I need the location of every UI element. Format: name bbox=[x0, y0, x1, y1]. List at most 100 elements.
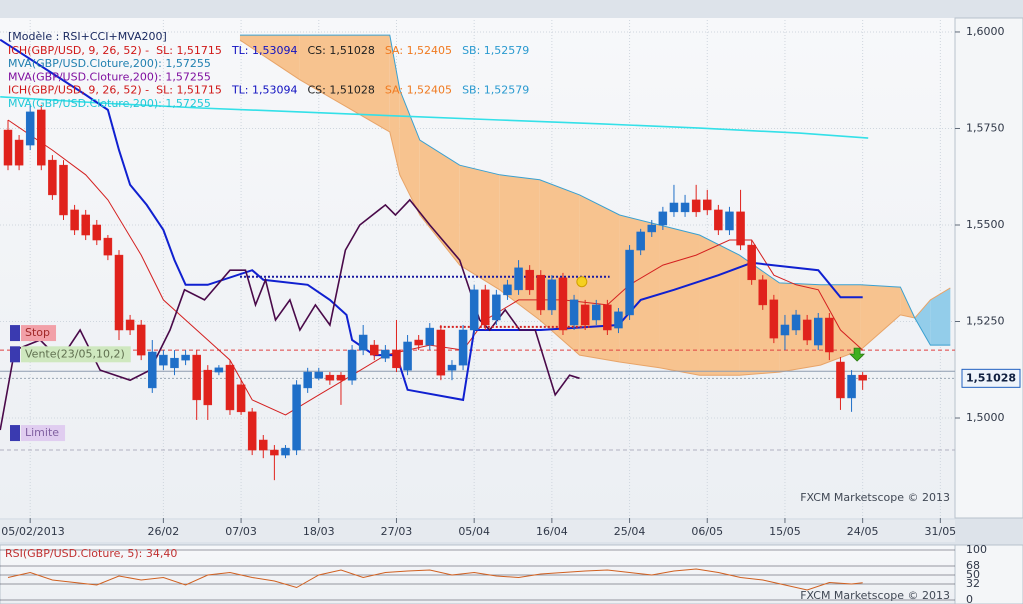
level-label: Limite bbox=[25, 426, 59, 439]
candle-body bbox=[691, 199, 701, 213]
legend-entry: CS: 1,51028 bbox=[307, 84, 374, 97]
candle-body bbox=[14, 139, 24, 166]
rsi-tick-label: 68 bbox=[966, 559, 980, 572]
x-tick-label: 24/05 bbox=[847, 525, 879, 538]
candle-body bbox=[747, 244, 756, 281]
candle-body bbox=[525, 269, 534, 291]
date-axis-panel bbox=[0, 520, 955, 542]
legend-entry: TL: 1,53094 bbox=[231, 44, 298, 57]
legend-entry: MVA(GBP/USD.Cloture,200): 1,57255 bbox=[8, 57, 211, 70]
candle-body bbox=[814, 317, 823, 346]
candle-body bbox=[802, 319, 812, 341]
cloud-segment bbox=[389, 35, 400, 175]
candle-body bbox=[703, 199, 712, 211]
rsi-tick-label: 50 bbox=[966, 568, 980, 581]
candle-body bbox=[458, 329, 468, 366]
x-tick-label: 07/03 bbox=[225, 525, 257, 538]
indicator-line bbox=[0, 198, 580, 431]
candle-body bbox=[59, 164, 68, 216]
candle-body bbox=[81, 214, 90, 236]
candle-body bbox=[758, 279, 768, 306]
x-tick-label: 06/05 bbox=[691, 525, 723, 538]
y-tick-label: 1,5000 bbox=[966, 411, 1005, 424]
candle-body bbox=[547, 279, 557, 311]
legend-entry: SB: 1,52579 bbox=[462, 84, 529, 97]
candle-body bbox=[3, 129, 13, 166]
candle-body bbox=[414, 339, 423, 346]
candle-body bbox=[536, 274, 546, 311]
level-marker bbox=[10, 425, 20, 442]
candle-body bbox=[736, 211, 745, 246]
candle-body bbox=[791, 314, 801, 331]
candle-body bbox=[347, 349, 357, 381]
level-label-box bbox=[21, 325, 57, 342]
x-tick-label: 25/04 bbox=[614, 525, 646, 538]
x-tick-label: 31/05 bbox=[924, 525, 956, 538]
last-price-box bbox=[961, 368, 1021, 388]
candle-body bbox=[270, 449, 279, 456]
candle-body bbox=[780, 324, 790, 336]
candle-body bbox=[125, 319, 135, 331]
candle-body bbox=[858, 374, 867, 381]
y-tick-label: 1,5750 bbox=[966, 121, 1005, 134]
legend-entry: ICH(GBP/USD, 9, 26, 52) - SL: 1,51715 bbox=[8, 84, 222, 97]
candle-body bbox=[247, 411, 257, 451]
rsi-title: RSI(GBP/USD.Cloture, 5): 34,40 bbox=[5, 547, 177, 560]
cloud-edge bbox=[240, 34, 951, 346]
level-label-box bbox=[21, 346, 131, 363]
candle-body bbox=[70, 209, 79, 231]
cloud-segment bbox=[699, 235, 740, 376]
cloud-segment bbox=[739, 255, 780, 376]
legend-entry: MVA(GBP/USD.Cloture,200): 1,57255 bbox=[8, 97, 211, 110]
candle-body bbox=[636, 231, 645, 251]
candle-body bbox=[259, 439, 268, 451]
candle-body bbox=[847, 374, 856, 399]
signal bbox=[576, 276, 588, 288]
candle-body bbox=[381, 349, 390, 359]
y-tick-label: 1,6000 bbox=[966, 25, 1005, 38]
watermark: FXCM Marketscope © 2013 bbox=[800, 589, 950, 602]
candle-body bbox=[225, 364, 235, 411]
candle-body bbox=[148, 351, 157, 389]
candle-body bbox=[680, 202, 690, 213]
legend-header: [Modèle : RSI+CCI+MVA200] bbox=[8, 30, 167, 43]
candle-body bbox=[658, 211, 668, 226]
rsi-axis-panel bbox=[954, 544, 1023, 604]
candle-body bbox=[281, 447, 290, 456]
candle-body bbox=[503, 284, 512, 296]
candle-body bbox=[103, 237, 113, 256]
candle-body bbox=[192, 354, 201, 401]
cloud-segment bbox=[860, 284, 901, 351]
candle-body bbox=[492, 294, 501, 321]
cloud-segment bbox=[930, 287, 951, 346]
candle-body bbox=[558, 277, 568, 331]
candle-body bbox=[725, 211, 734, 231]
candle-body bbox=[592, 304, 601, 321]
price-axis-panel bbox=[954, 17, 1023, 519]
level-marker bbox=[10, 346, 20, 363]
candle-body bbox=[403, 341, 412, 371]
legend-entry: ICH(GBP/USD, 9, 26, 52) - SL: 1,51715 bbox=[8, 44, 222, 57]
signal bbox=[849, 347, 866, 362]
x-tick-label: 15/05 bbox=[769, 525, 801, 538]
candle-body bbox=[514, 267, 523, 291]
candle-body bbox=[159, 354, 168, 366]
cloud-segment bbox=[399, 89, 420, 215]
x-tick-label: 27/03 bbox=[381, 525, 413, 538]
cloud-segment bbox=[459, 165, 500, 290]
candle-body bbox=[614, 311, 623, 329]
candle-body bbox=[236, 384, 246, 413]
candle-body bbox=[425, 327, 435, 346]
legend-entry: MVA(GBP/USD.Cloture,200): 1,57255 bbox=[8, 70, 211, 83]
candle-body bbox=[392, 349, 401, 369]
candle-body bbox=[714, 209, 723, 231]
candle-body bbox=[358, 334, 368, 351]
candle-body bbox=[48, 159, 57, 196]
cloud-edge bbox=[239, 39, 951, 376]
rsi-tick-label: 100 bbox=[966, 543, 987, 556]
x-tick-label: 05/02/2013 bbox=[1, 525, 64, 538]
candle-body bbox=[214, 367, 224, 373]
candle-body bbox=[580, 304, 590, 326]
